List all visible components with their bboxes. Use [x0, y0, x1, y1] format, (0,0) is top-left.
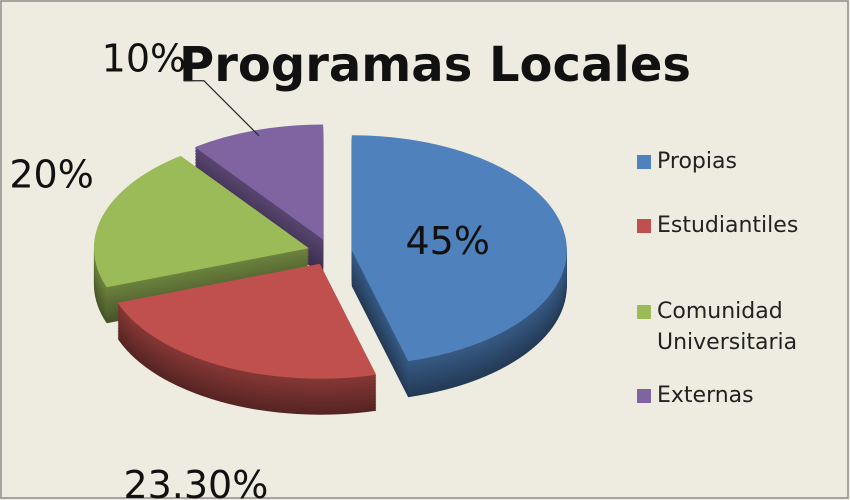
- slice: [351, 135, 567, 362]
- legend-swatch: [637, 219, 651, 233]
- legend-swatch: [637, 389, 651, 403]
- legend-label: Comunidad Universitaria: [657, 299, 798, 355]
- legend-item: Externas: [637, 380, 837, 411]
- legend-swatch: [637, 305, 651, 319]
- legend-item: Comunidad Universitaria: [637, 296, 807, 358]
- legend-label: Externas: [657, 383, 754, 408]
- legend-item: Estudiantiles: [637, 210, 837, 241]
- slice: [117, 263, 377, 379]
- data-label: 23.30%: [123, 463, 268, 500]
- slice: [194, 124, 324, 240]
- data-label: 10%: [102, 36, 186, 80]
- chart-title: Programas Locales: [179, 37, 691, 93]
- data-label: 45%: [405, 219, 489, 263]
- legend-label: Propias: [657, 149, 737, 174]
- legend-swatch: [637, 155, 651, 169]
- data-label: 20%: [9, 152, 93, 196]
- leader-line: [183, 80, 260, 137]
- legend-label: Estudiantiles: [657, 213, 799, 238]
- legend-item: Propias: [637, 146, 837, 177]
- slice: [93, 155, 309, 288]
